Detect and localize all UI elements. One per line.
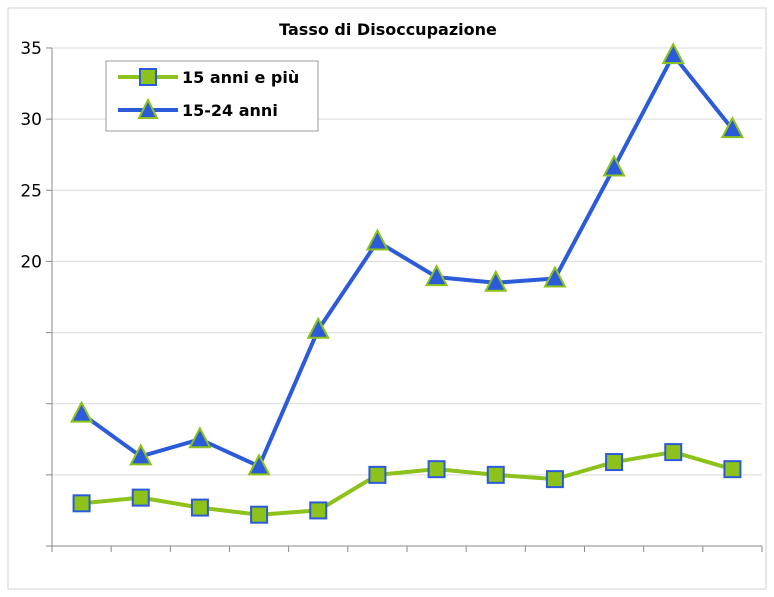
legend-label-15-24-anni: 15-24 anni [182,101,278,120]
data-point-triangle [424,263,449,287]
data-series [69,41,745,524]
data-point-square [368,465,387,484]
data-point-triangle [661,41,685,65]
data-point-triangle [306,316,330,339]
data-point-square [190,498,209,517]
data-point-triangle [484,269,508,292]
series-line-15-anni-e-pi- [81,450,733,517]
data-point-triangle [69,400,94,423]
data-point-square [486,465,505,484]
chart-border [7,7,767,590]
data-point-square [723,460,742,479]
series-line-15-24-anni [80,53,734,469]
axes [46,47,763,552]
data-point-square [250,505,269,524]
data-point-square [664,443,683,462]
legend-label-15-anni-e-piu: 15 anni e più [182,68,299,87]
data-point-square [131,488,150,507]
legend: 15 anni e più 15-24 anni [105,60,319,132]
data-point-triangle [720,115,745,139]
y-tick-label: 25 [20,181,42,201]
data-point-triangle [602,154,626,177]
data-point-square [545,470,564,489]
data-point-square [72,494,91,513]
data-point-square [605,453,624,472]
data-point-triangle [188,426,212,449]
data-point-triangle [129,443,153,466]
data-point-square [309,501,328,520]
y-tick-label: 20 [20,252,42,272]
data-point-triangle [365,228,390,251]
gridlines [52,47,762,476]
chart-title: Tasso di Disoccupazione [279,20,497,39]
legend-square-marker [139,68,157,86]
data-point-square [427,460,446,479]
y-tick-label: 30 [20,110,42,130]
data-point-triangle [247,453,271,476]
y-tick-label: 35 [20,39,42,59]
legend-triangle-marker [137,97,159,119]
y-tick-labels: 20 25 30 35 [20,39,42,272]
data-point-triangle [543,265,567,288]
